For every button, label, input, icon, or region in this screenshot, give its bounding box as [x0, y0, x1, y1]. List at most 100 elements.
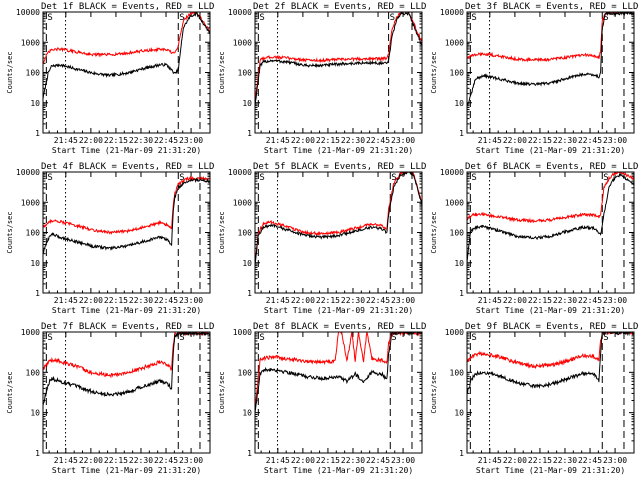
y-tick-label: 10000: [228, 168, 252, 177]
y-tick-label: 1: [247, 129, 252, 138]
x-tick-label: 21:45: [266, 136, 290, 145]
marker-symbol: S: [179, 173, 184, 183]
marker-symbol: S: [259, 173, 264, 183]
x-tick-label: 22:30: [341, 296, 365, 305]
y-tick-label: 100: [450, 69, 465, 78]
series-line-events: [255, 172, 422, 265]
y-tick-label: 10: [454, 259, 464, 268]
trace-group: [43, 12, 210, 100]
marker-symbol: S: [391, 333, 396, 343]
x-tick-label: 23:00: [179, 136, 203, 145]
series-line-lld: [43, 12, 210, 65]
x-tick-label: 22:45: [578, 296, 602, 305]
series-line-lld: [255, 172, 422, 264]
y-axis-label: Counts/sec: [218, 371, 226, 413]
x-tick-label: 23:00: [603, 136, 627, 145]
x-tick-label: 22:00: [503, 136, 527, 145]
y-axis-label: Counts/sec: [6, 371, 14, 413]
series-line-events: [467, 332, 634, 394]
panel-det-4f: Det 4f BLACK = Events, RED = LLD 1 10 100 10…: [6, 162, 214, 315]
panel-title: Det 7f BLACK = Events, RED = LLD: [41, 322, 214, 332]
y-tick-label: 10: [242, 99, 252, 108]
y-tick-label: 1000: [233, 328, 252, 337]
x-tick-label: 22:00: [291, 136, 315, 145]
y-tick-label: 10000: [16, 8, 40, 17]
y-tick-label: 1: [459, 129, 464, 138]
x-axis-label: Start Time (21-Mar-09 21:31:20): [476, 306, 625, 315]
y-axis-label: Counts/sec: [430, 371, 438, 413]
y-axis-label: Counts/sec: [6, 211, 14, 253]
x-axis-label: Start Time (21-Mar-09 21:31:20): [264, 146, 413, 155]
y-tick-label: 1: [459, 449, 464, 458]
marker-symbol: S: [259, 333, 264, 343]
marker-symbol: S: [603, 13, 608, 23]
series-line-events: [43, 177, 210, 255]
marker-symbol: S: [47, 333, 52, 343]
y-axis-label: Counts/sec: [430, 211, 438, 253]
y-tick-label: 1000: [21, 198, 40, 207]
plot-frame: [254, 11, 423, 134]
x-tick-label: 22:30: [341, 456, 365, 465]
x-tick-label: 23:00: [603, 296, 627, 305]
y-tick-label: 1: [459, 289, 464, 298]
x-tick-label: 22:45: [154, 456, 178, 465]
y-tick-label: 10: [30, 409, 40, 418]
x-tick-label: 22:45: [154, 136, 178, 145]
series-line-lld: [255, 12, 422, 104]
marker-symbol: S: [603, 173, 608, 183]
x-tick-label: 22:00: [503, 456, 527, 465]
plot-frame: [254, 331, 423, 454]
x-tick-label: 22:45: [578, 456, 602, 465]
x-tick-label: 23:00: [391, 456, 415, 465]
y-axis-label: Counts/sec: [218, 51, 226, 93]
y-tick-label: 1000: [445, 328, 464, 337]
marker-symbol: S: [391, 173, 396, 183]
panel-title: Det 4f BLACK = Events, RED = LLD: [41, 162, 214, 172]
marker-symbol: S: [471, 13, 476, 23]
x-tick-label: 21:45: [54, 296, 78, 305]
trace-group: [255, 12, 422, 107]
x-tick-label: 22:00: [291, 296, 315, 305]
panel-det-5f: Det 5f BLACK = Events, RED = LLD 1 10 100 10…: [218, 162, 426, 315]
x-tick-label: 22:15: [104, 136, 128, 145]
x-tick-label: 22:30: [129, 456, 153, 465]
series-line-events: [255, 12, 422, 107]
x-axis-label: Start Time (21-Mar-09 21:31:20): [52, 146, 201, 155]
x-tick-label: 22:30: [553, 296, 577, 305]
trace-group: [467, 12, 634, 107]
series-line-events: [255, 332, 422, 413]
x-tick-label: 22:00: [79, 136, 103, 145]
y-axis-label: Counts/sec: [218, 211, 226, 253]
marker-symbol: S: [259, 13, 264, 23]
trace-group: [467, 172, 634, 263]
x-axis-label: Start Time (21-Mar-09 21:31:20): [264, 466, 413, 475]
x-tick-label: 22:15: [316, 456, 340, 465]
y-tick-label: 10: [242, 259, 252, 268]
panel-det-7f: Det 7f BLACK = Events, RED = LLD 1 10 100 10…: [6, 322, 214, 475]
plot-frame: [42, 331, 211, 454]
x-tick-label: 23:00: [391, 136, 415, 145]
x-tick-label: 21:45: [54, 456, 78, 465]
x-tick-label: 22:45: [154, 296, 178, 305]
panel-det-6f: Det 6f BLACK = Events, RED = LLD 1 10 100 10…: [430, 162, 638, 315]
marker-symbol: S: [471, 173, 476, 183]
y-tick-label: 100: [26, 69, 41, 78]
y-tick-label: 100: [450, 229, 465, 238]
x-axis-label: Start Time (21-Mar-09 21:31:20): [52, 466, 201, 475]
panel-title: Det 1f BLACK = Events, RED = LLD: [41, 2, 214, 12]
y-tick-label: 100: [238, 229, 253, 238]
y-tick-label: 100: [238, 368, 253, 377]
series-line-events: [43, 12, 210, 100]
x-tick-label: 22:00: [291, 456, 315, 465]
x-axis-label: Start Time (21-Mar-09 21:31:20): [476, 146, 625, 155]
x-tick-label: 21:45: [478, 136, 502, 145]
y-tick-label: 10: [454, 99, 464, 108]
x-axis-label: Start Time (21-Mar-09 21:31:20): [476, 466, 625, 475]
plot-frame: [466, 11, 635, 134]
x-tick-label: 23:00: [391, 296, 415, 305]
series-line-events: [43, 332, 210, 406]
x-tick-label: 23:00: [603, 456, 627, 465]
plot-frame: [42, 11, 211, 134]
y-tick-label: 10000: [440, 8, 464, 17]
panel-title: Det 6f BLACK = Events, RED = LLD: [465, 162, 638, 172]
